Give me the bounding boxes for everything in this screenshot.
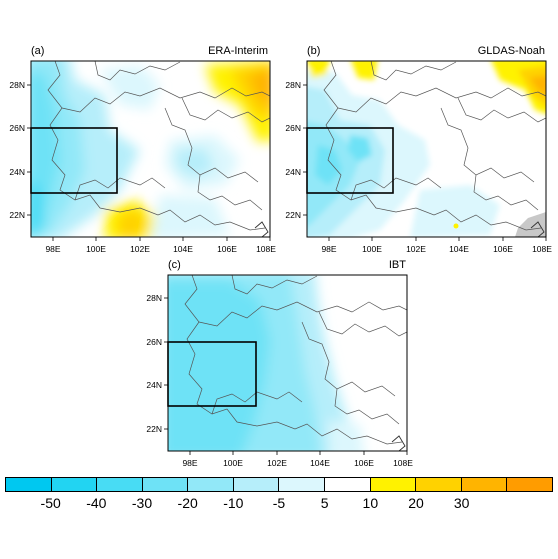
lon-tick-label: 100E: [223, 458, 243, 468]
panel-c-label: (c): [168, 259, 181, 271]
lon-tick-label: 108E: [532, 244, 552, 254]
colorbar-label: -10: [223, 495, 244, 511]
colorbar-label: 10: [362, 495, 379, 511]
lon-tick-label: 102E: [267, 458, 287, 468]
lon-tick-label: 108E: [256, 244, 276, 254]
colorbar-label: -30: [131, 495, 153, 511]
lon-tick-label: 106E: [217, 244, 237, 254]
lon-tick-label: 98E: [182, 458, 197, 468]
colorbar: [5, 477, 553, 492]
panel-c-lat-ticks: 28N 26N 24N 22N: [146, 293, 168, 434]
colorbar-segment: [416, 478, 462, 491]
panel-c-lon-ticks: 98E 100E 102E 104E 106E 108E: [182, 451, 413, 468]
lon-tick-label: 102E: [130, 244, 150, 254]
panel-b-title: GLDAS-Noah: [477, 45, 545, 57]
lon-tick-label: 104E: [449, 244, 469, 254]
colorbar-segment: [188, 478, 234, 491]
lon-tick-label: 108E: [393, 458, 413, 468]
panel-a-lat-ticks: 28N 26N 24N 22N: [9, 80, 31, 220]
lat-tick-label: 22N: [285, 210, 301, 220]
lon-tick-label: 100E: [86, 244, 106, 254]
panel-a-label: (a): [31, 45, 45, 57]
lat-tick-label: 24N: [285, 167, 301, 177]
panel-b-lat-ticks: 28N 26N 24N 22N: [285, 80, 307, 220]
lon-tick-label: 104E: [310, 458, 330, 468]
panel-b-field: [307, 61, 546, 237]
lon-tick-label: 106E: [354, 458, 374, 468]
colorbar-label: 20: [408, 495, 424, 511]
colorbar-label: -5: [272, 495, 286, 511]
colorbar-segment: [97, 478, 143, 491]
lat-tick-label: 28N: [9, 80, 25, 90]
lon-tick-label: 100E: [362, 244, 382, 254]
lat-tick-label: 28N: [146, 293, 162, 303]
colorbar-label: -50: [40, 495, 61, 511]
lon-tick-label: 104E: [173, 244, 193, 254]
lat-tick-label: 24N: [146, 380, 162, 390]
panel-c-field: [168, 275, 407, 451]
colorbar-segment: [279, 478, 326, 491]
colorbar-segment: [461, 478, 508, 491]
colorbar-segment: [325, 478, 371, 491]
lat-tick-label: 26N: [285, 123, 301, 133]
lon-tick-label: 106E: [493, 244, 513, 254]
colorbar-segment: [142, 478, 189, 491]
lat-tick-label: 26N: [146, 337, 162, 347]
colorbar-label: -20: [177, 495, 198, 511]
colorbar-segment: [51, 478, 98, 491]
colorbar-label: 30: [453, 495, 470, 511]
lon-tick-label: 98E: [45, 244, 60, 254]
panel-a-field: [31, 61, 270, 237]
lon-tick-label: 98E: [321, 244, 336, 254]
panel-c-title: IBT: [388, 259, 406, 271]
colorbar-segment: [507, 478, 552, 491]
lat-tick-label: 28N: [285, 80, 301, 90]
lat-tick-label: 24N: [9, 167, 25, 177]
panel-b-label: (b): [307, 45, 321, 57]
panel-a-title: ERA-Interim: [208, 45, 268, 57]
colorbar-segment: [233, 478, 280, 491]
lat-tick-label: 26N: [9, 123, 25, 133]
lat-tick-label: 22N: [146, 424, 162, 434]
panel-b-lon-ticks: 98E 100E 102E 104E 106E 108E: [321, 237, 552, 254]
colorbar-label: 5: [320, 495, 329, 511]
colorbar-segment: [370, 478, 417, 491]
panel-a-lon-ticks: 98E 100E 102E 104E 106E 108E: [45, 237, 276, 254]
lat-tick-label: 22N: [9, 210, 25, 220]
colorbar-segment: [6, 478, 52, 491]
lon-tick-label: 102E: [406, 244, 426, 254]
colorbar-label: -40: [86, 495, 107, 511]
